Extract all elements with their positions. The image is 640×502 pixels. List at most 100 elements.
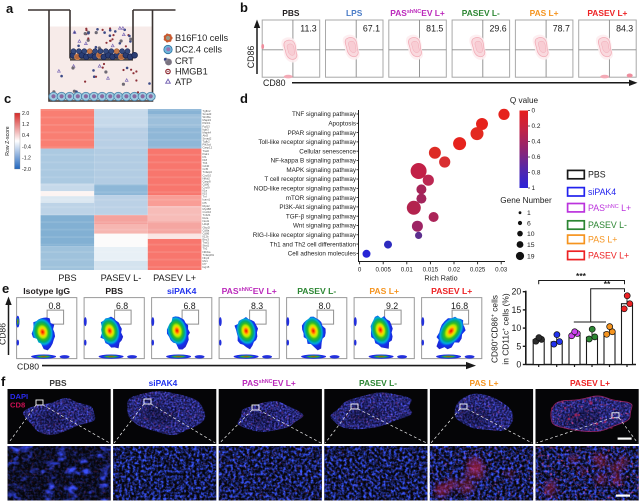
svg-text:-0.4: -0.4 — [22, 144, 31, 150]
svg-text:PBS: PBS — [105, 286, 123, 296]
svg-text:PPAR signaling pathway: PPAR signaling pathway — [288, 130, 357, 137]
svg-text:Traf2: Traf2 — [203, 149, 210, 153]
svg-text:1: 1 — [532, 185, 536, 192]
svg-text:PBS: PBS — [282, 8, 300, 18]
svg-text:siPAK4: siPAK4 — [167, 286, 197, 296]
svg-text:Tnfaip3: Tnfaip3 — [203, 170, 213, 174]
svg-text:CD80: CD80 — [263, 78, 286, 88]
svg-text:Ccl5: Ccl5 — [203, 167, 209, 171]
svg-text:8.0: 8.0 — [318, 301, 330, 311]
svg-text:PASshNCEV L+: PASshNCEV L+ — [242, 378, 296, 388]
svg-text:Mapk4: Mapk4 — [203, 130, 212, 134]
svg-text:MAPK signaling pathway: MAPK signaling pathway — [286, 167, 357, 174]
svg-text:CD86: CD86 — [246, 46, 256, 69]
svg-text:PASEV L+: PASEV L+ — [570, 378, 610, 388]
svg-text:Icam1: Icam1 — [203, 198, 211, 202]
svg-text:Tlr2: Tlr2 — [203, 247, 208, 251]
svg-text:B16F10 cells: B16F10 cells — [175, 33, 229, 43]
svg-text:RIG-I-like receptor signaling: RIG-I-like receptor signaling pathway — [253, 232, 357, 239]
svg-text:0.015: 0.015 — [423, 267, 439, 274]
svg-text:9.2: 9.2 — [386, 301, 398, 311]
svg-text:Irf7: Irf7 — [203, 262, 207, 266]
svg-text:Akt3: Akt3 — [203, 133, 209, 137]
svg-text:29.6: 29.6 — [489, 24, 506, 34]
svg-text:Tnf: Tnf — [203, 195, 207, 199]
svg-text:CD80: CD80 — [17, 362, 39, 372]
svg-text:TGF-β signaling pathway: TGF-β signaling pathway — [286, 213, 357, 220]
svg-text:84.3: 84.3 — [616, 24, 633, 34]
svg-text:Cxcl10: Cxcl10 — [203, 173, 212, 177]
svg-text:Th1 and Th2 cell differentiati: Th1 and Th2 cell differentiation — [270, 241, 357, 248]
svg-text:Casp12: Casp12 — [203, 146, 213, 150]
svg-text:0: 0 — [532, 108, 536, 115]
svg-text:NF-kappa B signaling pathway: NF-kappa B signaling pathway — [271, 158, 357, 165]
svg-text:PI3K-Akt signaling pathway: PI3K-Akt signaling pathway — [279, 204, 357, 211]
svg-text:Casp8: Casp8 — [203, 179, 212, 183]
svg-text:15: 15 — [527, 242, 535, 249]
svg-text:0: 0 — [358, 267, 362, 274]
svg-text:PAS L+: PAS L+ — [588, 234, 617, 244]
svg-text:8.3: 8.3 — [251, 301, 263, 311]
svg-text:20: 20 — [512, 287, 522, 297]
svg-text:Cd80: Cd80 — [203, 182, 210, 186]
svg-text:Mx1: Mx1 — [203, 259, 209, 263]
svg-text:0.03: 0.03 — [495, 267, 508, 274]
svg-text:0.4: 0.4 — [532, 139, 541, 146]
svg-text:Il12b: Il12b — [203, 234, 210, 238]
svg-text:15: 15 — [512, 305, 522, 315]
svg-text:Irf5: Irf5 — [203, 201, 207, 205]
svg-text:PASEV L+: PASEV L+ — [431, 286, 472, 296]
svg-text:in CD11c+ cells (%): in CD11c+ cells (%) — [501, 293, 511, 365]
svg-text:Ripk2: Ripk2 — [203, 204, 211, 208]
svg-text:Gene Number: Gene Number — [500, 196, 552, 205]
svg-text:0.005: 0.005 — [375, 267, 391, 274]
svg-text:0.025: 0.025 — [470, 267, 486, 274]
svg-text:0: 0 — [516, 360, 521, 370]
svg-text:Cellular senescence: Cellular senescence — [299, 148, 356, 155]
svg-text:Il18: Il18 — [203, 158, 208, 162]
svg-text:Tnfsf1: Tnfsf1 — [203, 213, 211, 217]
svg-text:PBS: PBS — [49, 378, 67, 388]
svg-text:Cd86: Cd86 — [203, 231, 210, 235]
svg-text:Irf1: Irf1 — [203, 155, 207, 159]
svg-text:Birc3: Birc3 — [203, 238, 210, 242]
svg-text:0.2: 0.2 — [532, 123, 541, 130]
svg-text:Tnfaip8l1: Tnfaip8l1 — [203, 253, 215, 257]
svg-text:Il1a: Il1a — [203, 189, 208, 193]
svg-text:Nlrp3: Nlrp3 — [203, 256, 210, 260]
svg-text:CD86: CD86 — [0, 323, 8, 345]
svg-text:Pik3cd: Pik3cd — [203, 143, 212, 147]
svg-text:2.0: 2.0 — [22, 111, 29, 117]
svg-text:67.1: 67.1 — [363, 24, 380, 34]
svg-text:siPAK4: siPAK4 — [149, 378, 178, 388]
svg-text:Cd40: Cd40 — [203, 164, 210, 168]
svg-text:19: 19 — [527, 253, 535, 260]
svg-text:6.8: 6.8 — [183, 301, 195, 311]
svg-text:11.3: 11.3 — [300, 24, 317, 34]
svg-text:6: 6 — [527, 220, 531, 227]
svg-text:Rich Ratio: Rich Ratio — [424, 274, 457, 283]
svg-text:Tgfb2: Tgfb2 — [203, 140, 211, 144]
svg-text:Myd88: Myd88 — [203, 207, 212, 211]
svg-text:H2q6: H2q6 — [203, 222, 210, 226]
svg-text:Il15: Il15 — [203, 192, 208, 196]
svg-text:1.2: 1.2 — [22, 122, 29, 128]
svg-text:Stat1: Stat1 — [203, 244, 210, 248]
svg-text:Cxcl16: Cxcl16 — [203, 210, 212, 214]
svg-text:NOD-like receptor signaling pa: NOD-like receptor signaling pathway — [254, 186, 357, 193]
svg-text:mTOR signaling pathway: mTOR signaling pathway — [286, 195, 357, 202]
svg-text:Wnt signaling pathway: Wnt signaling pathway — [293, 223, 357, 230]
svg-text:PAS L+: PAS L+ — [530, 8, 559, 18]
svg-text:Cd8a: Cd8a — [203, 228, 210, 232]
svg-text:TNF signaling pathway: TNF signaling pathway — [292, 111, 357, 118]
svg-text:PASEV L-: PASEV L- — [101, 273, 142, 283]
svg-text:Fgf13: Fgf13 — [203, 124, 211, 128]
svg-text:78.7: 78.7 — [553, 24, 570, 34]
svg-text:5: 5 — [516, 341, 521, 351]
svg-text:PASEV L-: PASEV L- — [359, 378, 397, 388]
svg-text:DAPI: DAPI — [10, 392, 28, 401]
svg-text:Mapk3: Mapk3 — [203, 118, 212, 122]
svg-text:***: *** — [576, 272, 587, 281]
svg-text:-2.0: -2.0 — [22, 167, 31, 173]
svg-text:Row Z-score: Row Z-score — [5, 126, 11, 156]
